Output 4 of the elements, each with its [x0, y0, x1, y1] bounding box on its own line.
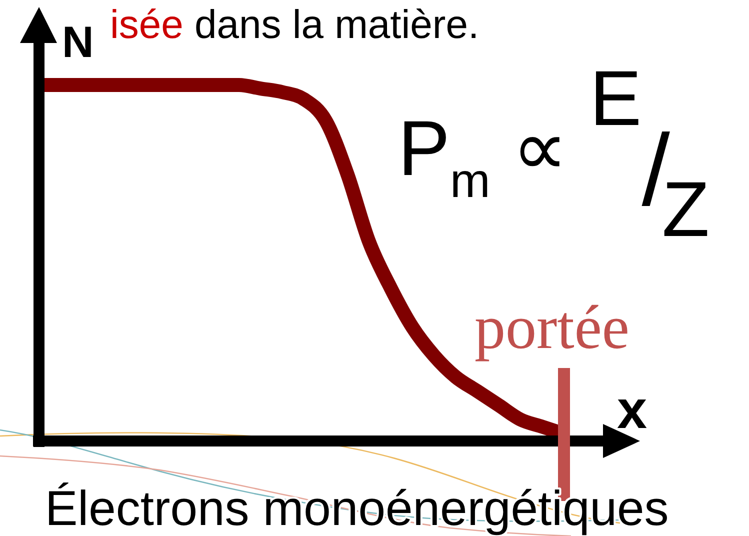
- chart-title: isée dans la matière.: [110, 3, 480, 47]
- y-axis-title: N: [62, 18, 94, 67]
- x-axis-title: x: [617, 380, 648, 440]
- text: portée: [474, 294, 630, 362]
